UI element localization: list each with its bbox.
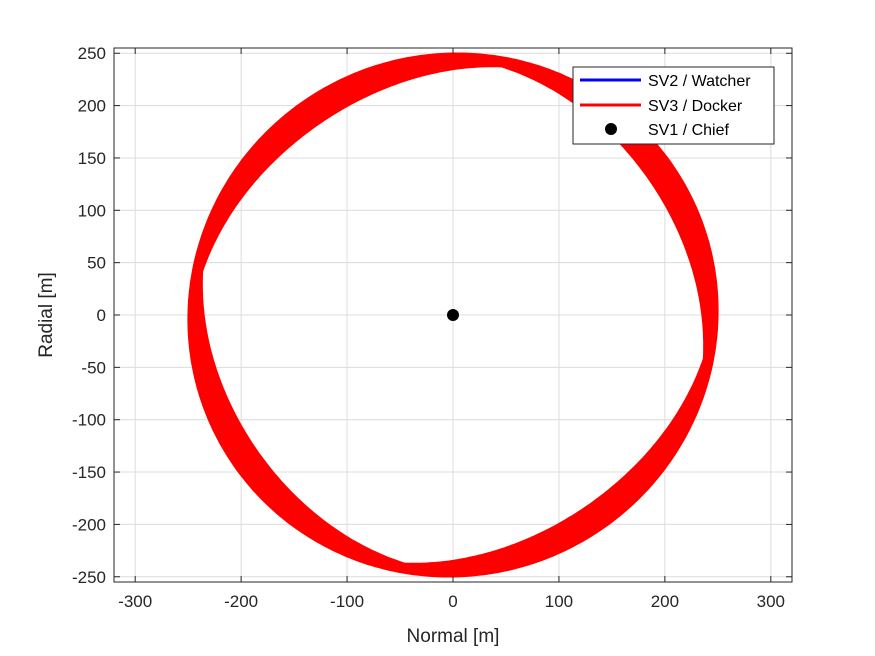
x-tick-label: 0 [448, 592, 457, 611]
legend: SV2 / Watcher SV3 / Docker SV1 / Chief [572, 66, 775, 145]
x-tick-label: 200 [651, 592, 679, 611]
ticks: -300 -200 -100 0 100 200 300 -250 -200 -150 -100 -5… [72, 44, 792, 611]
y-tick-label: 50 [87, 254, 106, 273]
x-tick-label: -300 [118, 592, 152, 611]
chief-marker [447, 309, 459, 321]
x-tick-label: 300 [757, 592, 785, 611]
x-tick-label: 100 [545, 592, 573, 611]
legend-label-chief: SV1 / Chief [648, 122, 729, 139]
y-tick-label: 250 [78, 44, 106, 63]
y-tick-label: -100 [72, 411, 106, 430]
x-tick-label: -100 [330, 592, 364, 611]
y-axis-label: Radial [m] [36, 272, 57, 358]
y-tick-label: -200 [72, 515, 106, 534]
legend-label-watcher: SV2 / Watcher [648, 73, 751, 90]
legend-swatch-chief [605, 123, 617, 135]
y-tick-label: -250 [72, 568, 106, 587]
y-tick-label: 200 [78, 97, 106, 116]
x-axis-label: Normal [m] [407, 626, 500, 647]
y-tick-label: 100 [78, 201, 106, 220]
x-tick-label: -200 [224, 592, 258, 611]
y-tick-label: -150 [72, 463, 106, 482]
y-tick-label: -50 [81, 358, 106, 377]
legend-label-docker: SV3 / Docker [648, 98, 743, 115]
y-tick-label: 0 [97, 306, 106, 325]
y-tick-label: 150 [78, 149, 106, 168]
